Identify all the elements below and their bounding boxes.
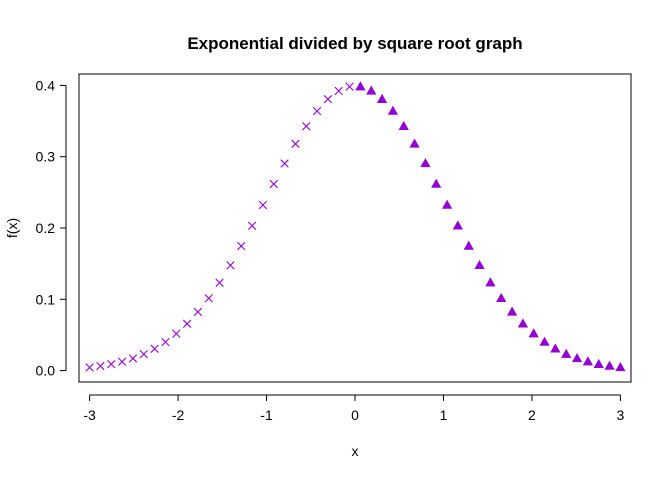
- data-point-triangle-marker: [387, 105, 399, 115]
- y-tick-label: 0.0: [36, 363, 56, 379]
- data-point-triangle-marker: [539, 336, 550, 346]
- x-axis: -3 -2 -1 0 1 2 3: [83, 394, 624, 423]
- data-point-triangle-marker: [366, 85, 377, 95]
- data-point-x-marker: [150, 344, 159, 353]
- data-point-triangle-marker: [355, 81, 366, 91]
- data-point-triangle-marker: [452, 220, 463, 230]
- data-point-x-marker: [107, 360, 116, 369]
- y-tick-label: 0.3: [36, 149, 56, 165]
- y-axis-label: f(x): [4, 218, 20, 238]
- data-point-triangle-marker: [561, 348, 572, 358]
- x-tick-label: 2: [528, 407, 536, 423]
- y-axis: 0.0 0.1 0.2 0.3 0.4: [36, 77, 67, 379]
- data-point-triangle-marker: [528, 328, 539, 338]
- data-point-triangle-marker: [376, 93, 388, 103]
- data-point-triangle-marker: [604, 360, 615, 370]
- data-point-x-marker: [182, 319, 192, 328]
- data-point-triangle-marker: [506, 306, 518, 316]
- data-point-x-marker: [128, 354, 138, 363]
- data-point-x-marker: [269, 179, 278, 189]
- x-tick-label: 1: [440, 407, 448, 423]
- y-tick-label: 0.2: [36, 220, 56, 236]
- data-point-triangle-marker: [463, 240, 474, 250]
- data-point-triangle-marker: [571, 352, 583, 363]
- data-point-x-marker: [215, 278, 224, 287]
- data-point-x-marker: [193, 307, 203, 317]
- x-tick-label: 0: [351, 407, 359, 423]
- data-point-triangle-marker: [615, 362, 626, 372]
- data-point-x-marker: [161, 337, 170, 347]
- data-point-x-marker: [247, 221, 257, 230]
- data-point-triangle-marker: [431, 178, 442, 188]
- data-point-x-marker: [96, 361, 105, 371]
- data-point-triangle-marker: [398, 120, 409, 130]
- data-point-x-marker: [85, 363, 94, 372]
- y-tick-label: 0.1: [36, 291, 56, 307]
- data-point-x-marker: [258, 200, 268, 210]
- x-tick-label: 3: [616, 407, 624, 423]
- data-point-x-marker: [323, 95, 333, 104]
- data-point-triangle-marker: [485, 277, 496, 287]
- data-point-x-marker: [334, 86, 343, 96]
- data-point-triangle-marker: [582, 356, 594, 366]
- plot-frame: [78, 73, 632, 383]
- x-tick-label: -3: [83, 407, 96, 423]
- x-axis-label: x: [352, 443, 359, 459]
- data-point-x-marker: [291, 139, 300, 149]
- data-point-x-marker: [237, 241, 246, 251]
- data-point-x-marker: [312, 106, 322, 116]
- data-point-x-marker: [226, 261, 235, 270]
- chart-title: Exponential divided by square root graph: [187, 34, 522, 53]
- data-point-x-marker: [172, 329, 181, 338]
- data-points: [85, 81, 626, 372]
- data-point-triangle-marker: [517, 318, 529, 328]
- data-point-x-marker: [117, 357, 127, 366]
- data-point-x-marker: [345, 82, 354, 91]
- data-point-triangle-marker: [593, 358, 604, 368]
- data-point-triangle-marker: [409, 138, 420, 148]
- data-point-x-marker: [204, 294, 213, 303]
- data-point-x-marker: [302, 122, 311, 131]
- data-point-x-marker: [280, 159, 289, 168]
- data-point-triangle-marker: [496, 292, 507, 302]
- x-tick-label: -1: [260, 407, 273, 423]
- data-point-triangle-marker: [474, 259, 485, 269]
- data-point-x-marker: [139, 350, 148, 359]
- data-point-triangle-marker: [441, 199, 453, 209]
- y-tick-label: 0.4: [36, 77, 56, 93]
- data-point-triangle-marker: [550, 343, 561, 353]
- data-point-triangle-marker: [420, 158, 431, 168]
- x-tick-label: -2: [172, 407, 185, 423]
